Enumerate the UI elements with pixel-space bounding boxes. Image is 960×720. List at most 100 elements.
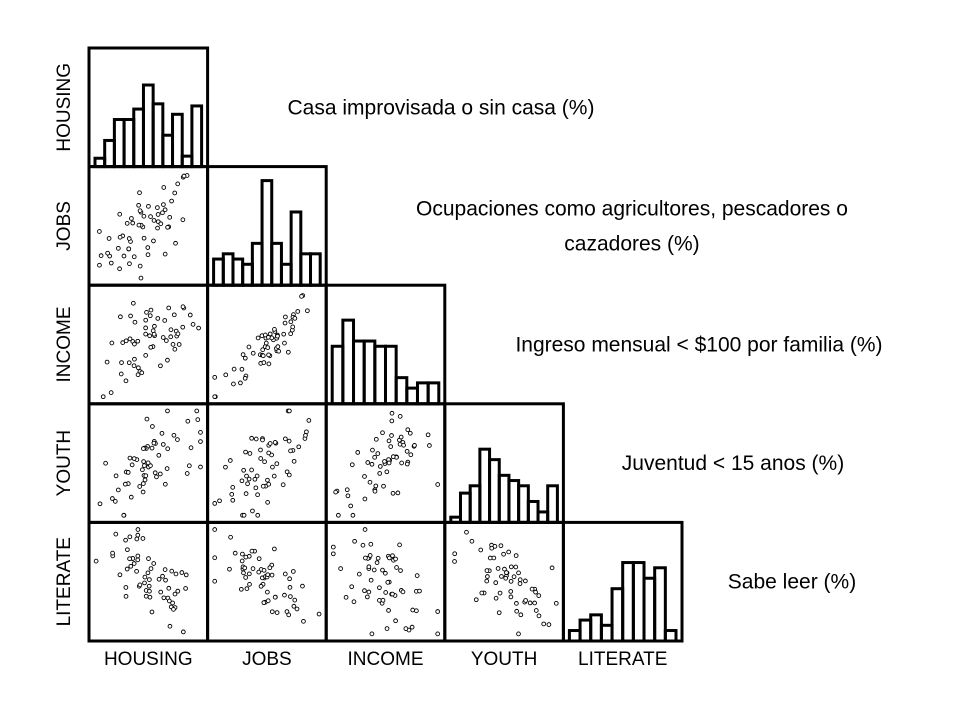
scatter-point [158,363,163,369]
scatter-point [108,390,114,395]
scatter-point [367,553,373,558]
scatter-point [148,307,154,313]
scatter-point [180,629,186,635]
scatter-point [294,606,300,612]
scatter-point [195,417,201,422]
scatter-point [165,446,171,452]
scatter-point [272,546,277,552]
scatter-point [501,551,506,557]
scatter-point [176,342,182,347]
scatter-point [155,205,160,210]
scatter-point [227,458,233,463]
scatter-point [256,556,262,562]
scatter-point [380,597,386,603]
description-literate: Sabe leer (%) [728,571,856,594]
scatter-point [144,310,149,315]
scatter-point [260,437,265,443]
scatter-point [165,224,170,230]
scatter-point [156,452,162,458]
scatter-point [351,599,357,605]
scatter-point [113,473,119,479]
scatter-point [181,173,187,179]
scatter-point [124,221,130,226]
scatter-point [167,623,173,629]
scatter-point [386,438,392,444]
scatter-point [142,574,148,580]
cell-youth-youth [443,402,565,524]
scatter-point [261,360,267,365]
scatter-point [172,346,178,352]
scatter-point [390,591,395,597]
scatter-point [171,312,177,318]
scatter-point [118,314,123,320]
scatter-point [288,594,293,599]
hist-bar-literate [621,561,635,643]
scatter-point [122,481,128,487]
cell-jobs-jobs [206,165,328,287]
scatter-point [183,572,189,578]
scatter-point [230,497,236,503]
scatter-point [527,600,533,606]
scatter-point [275,344,281,349]
scatter-point [394,565,399,570]
scatter-point [231,366,237,372]
scatter-point [127,455,133,461]
scatter-point [151,331,157,337]
scatter-point [188,445,194,451]
scatter-point [141,235,147,241]
scatter-point [247,582,252,587]
scatter-point [162,207,168,213]
hist-bar-income [352,339,366,406]
scatter-point [117,211,123,217]
scatter-point [254,473,260,479]
scatter-point [106,236,112,241]
scatter-point [260,483,266,489]
scatter-point [295,309,301,314]
scatter-point [386,608,391,613]
scatter-point [121,512,127,518]
scatter-point [196,325,201,331]
scatter-point [157,471,163,477]
scatter-point [145,570,151,576]
scatter-point [296,444,302,450]
hist-bar-literate [653,566,667,643]
scatter-point [367,479,373,485]
scatter-point [171,607,176,612]
hist-bar-literate [631,561,646,643]
scatter-point [280,482,286,488]
x-axis-label-literate: LITERATE [578,649,667,670]
scatter-point [290,324,296,330]
scatter-point [286,612,292,618]
scatter-point [229,491,235,497]
scatter-point [137,190,142,196]
scatter-point [493,580,499,586]
scatter-point [377,464,383,469]
scatter-point [173,571,179,577]
scatter-point [265,589,270,595]
scatter-point [365,460,371,465]
scatter-point [375,555,381,561]
scatter-point [175,181,181,187]
scatter-point [105,250,110,256]
scatter-point [175,437,180,442]
scatter-point [274,461,280,467]
scatter-point [498,543,504,549]
scatter-point [253,436,259,442]
scatter-point [266,352,271,358]
scatter-point [245,481,250,487]
scatter-point [139,370,145,376]
scatter-point [151,218,157,223]
scatter-point [253,485,259,491]
scatter-point [212,374,218,380]
scatter-point [291,458,297,464]
scatter-point [349,462,355,468]
scatter-point [389,433,394,438]
scatter-point [103,460,108,466]
scatter-point [395,490,401,496]
scatter-point [366,589,372,595]
scatter-point [249,548,255,554]
scatter-point [362,527,368,532]
scatter-point [140,536,146,541]
scatter-point [231,381,236,387]
scatter-point [484,568,490,573]
